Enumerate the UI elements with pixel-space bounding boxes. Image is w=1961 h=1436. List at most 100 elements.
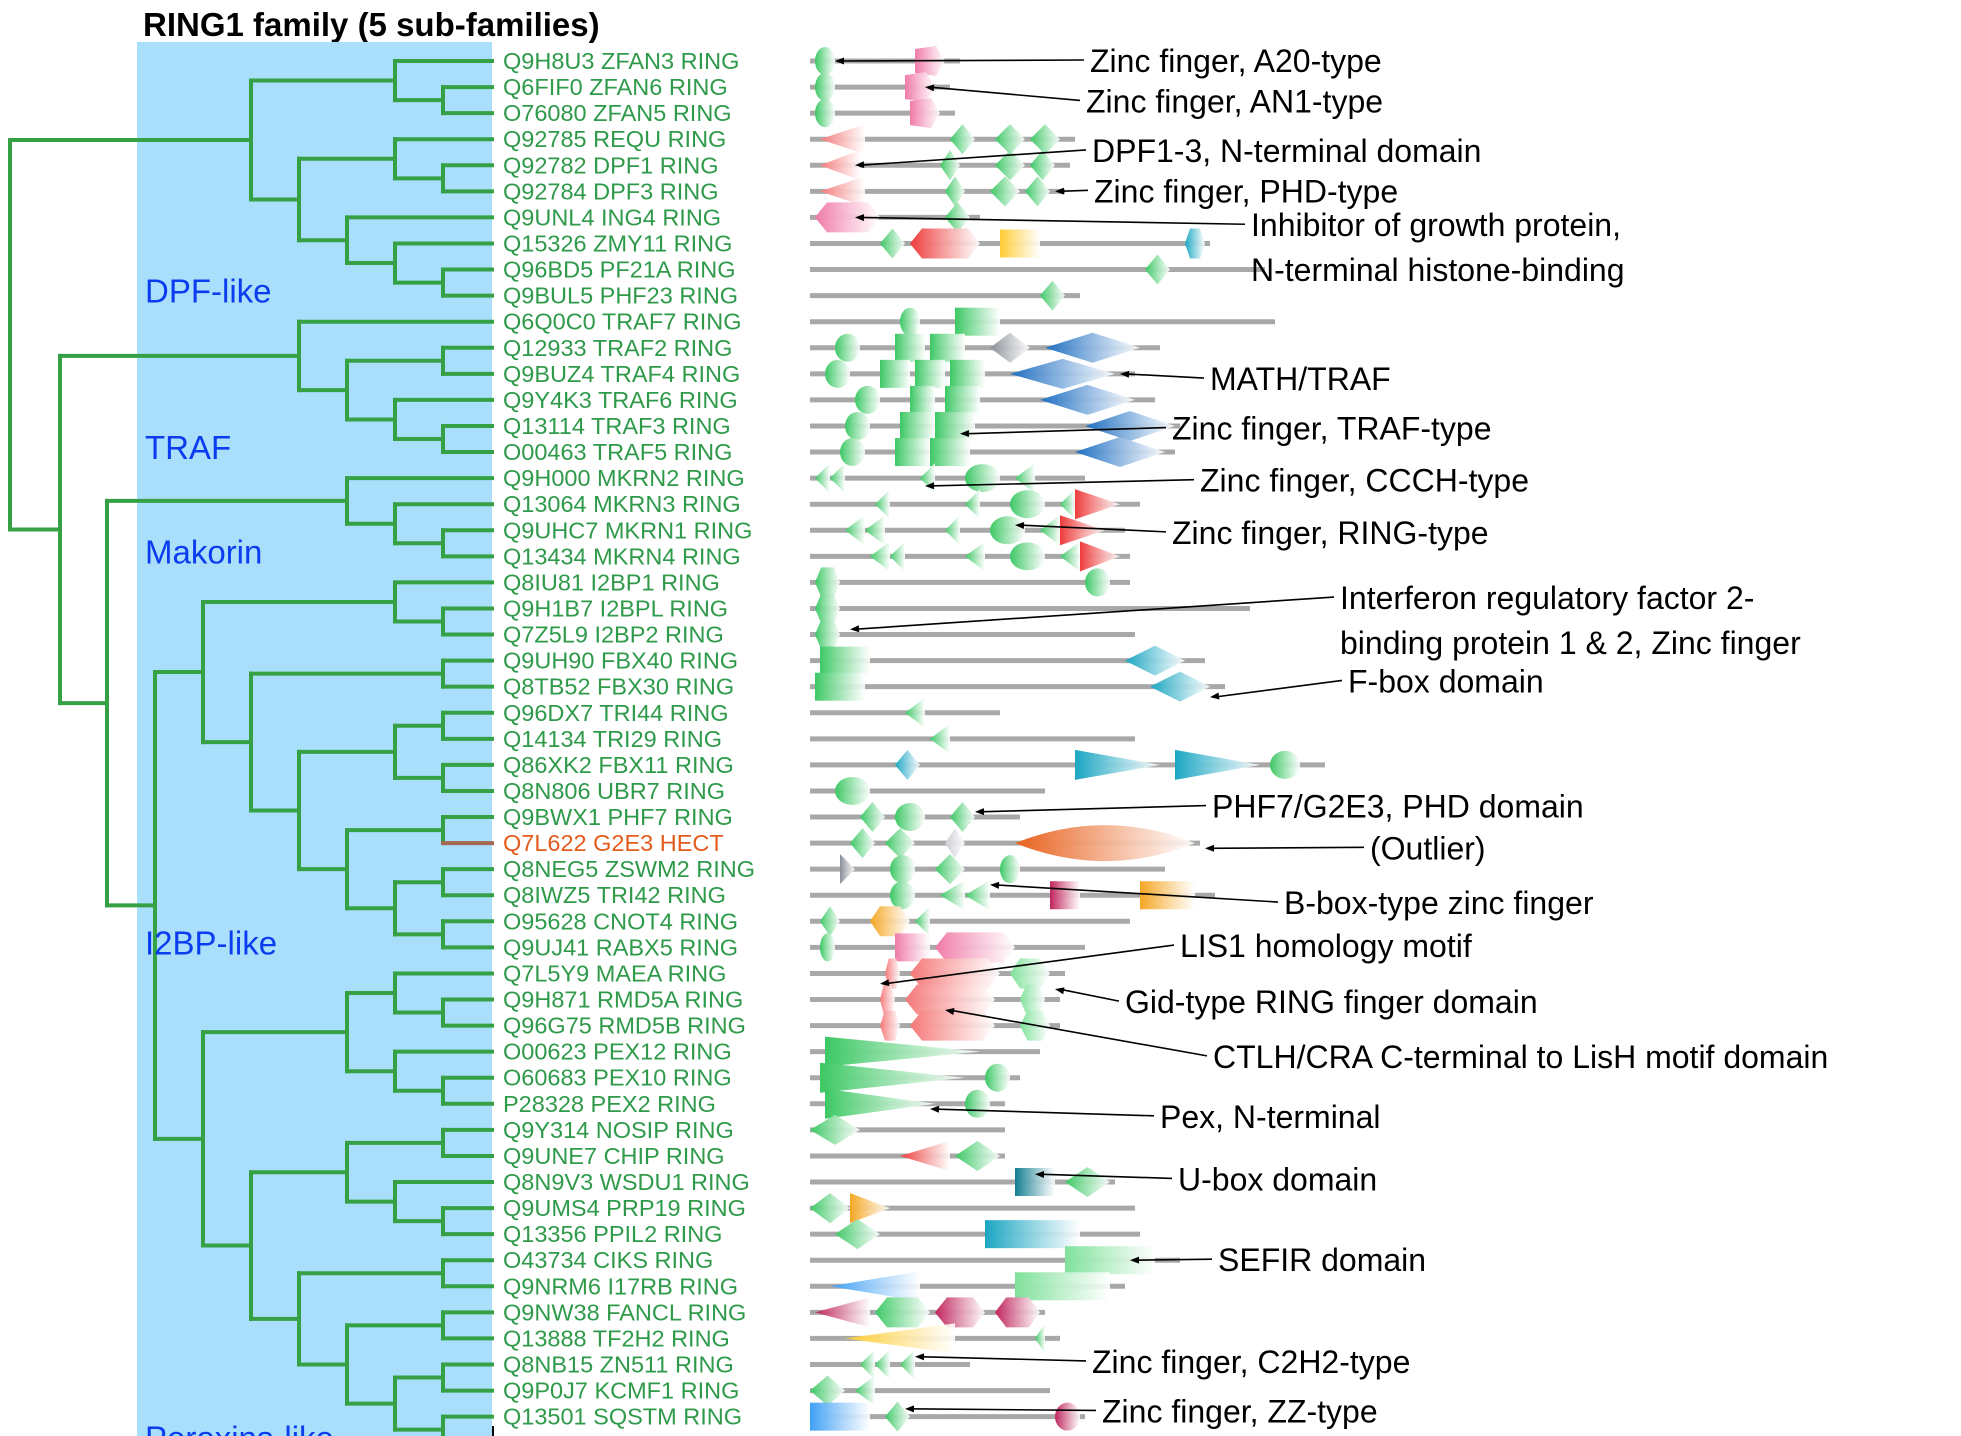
domain-hex [935, 1297, 985, 1328]
domain-dia [945, 176, 965, 207]
leaf-label: Q96G75 RMD5B RING [503, 1013, 746, 1039]
domain-tri-l [830, 463, 845, 494]
leaf-label: Q8NB15 ZN511 RING [503, 1352, 734, 1378]
annotation: Interferon regulatory factor 2- binding p… [850, 580, 1801, 661]
leaf-label: P28328 PEX2 RING [503, 1091, 716, 1117]
domain-rect [950, 359, 985, 388]
annotation-arrow [948, 1009, 1208, 1057]
domain-track [810, 697, 1000, 728]
arrow-head [1119, 370, 1130, 378]
domain-tri-r [850, 1193, 890, 1224]
leaf-label: O76080 ZFAN5 RING [503, 100, 732, 126]
arrow-head [1204, 844, 1215, 852]
annotation-arrow [858, 216, 1246, 226]
leaf-label: Q7Z5L9 I2BP2 RING [503, 622, 724, 648]
annotation-arrow [928, 86, 1081, 102]
annotation: Gid-type RING finger domain [1054, 984, 1538, 1020]
leaf-label: Q9BUL5 PHF23 RING [503, 283, 738, 309]
domain-rect [880, 359, 910, 388]
domain-dia [1125, 645, 1185, 676]
leaf-label: Q9UNL4 ING4 RING [503, 204, 721, 230]
leaf-label: Q92784 DPF3 RING [503, 178, 719, 204]
leaf-label: Q9UH90 FBX40 RING [503, 648, 738, 674]
domain-dia [885, 1401, 910, 1432]
domain-ell [1270, 750, 1300, 779]
domain-tri-r [1075, 489, 1120, 520]
domain-rect [820, 646, 870, 675]
leaf-label: Q9H8U3 ZFAN3 RING [503, 48, 739, 74]
annotation-text: PHF7/G2E3, PHD domain [1212, 789, 1584, 825]
domain-dia [885, 828, 915, 859]
domain-tri-l [940, 880, 965, 911]
leaf-label: O95628 CNOT4 RING [503, 908, 738, 934]
domain-tri-l [905, 697, 925, 728]
subfamily-label: DPF-like [145, 273, 272, 310]
domain-tri-l [1060, 541, 1080, 572]
arrow-head [880, 979, 890, 987]
domain-rect [930, 438, 970, 467]
domain-tri-r [1060, 515, 1105, 546]
domain-hex [815, 567, 840, 598]
domain-track [810, 619, 1135, 650]
domain-tri-l [900, 1349, 915, 1380]
leaf-label: Q9NRM6 I17RB RING [503, 1273, 738, 1299]
domain-tri-l [860, 1349, 875, 1380]
annotation: Zinc finger, C2H2-type [914, 1344, 1410, 1380]
annotation: Pex, N-terminal [930, 1099, 1381, 1135]
annotation-arrow [908, 1408, 1097, 1412]
annotation-text: CTLH/CRA C-terminal to LisH motif domain [1213, 1039, 1828, 1075]
domain-dia [995, 150, 1025, 181]
domain-rect [810, 1402, 870, 1431]
leaf-label: Q9H1B7 I2BPL RING [503, 595, 728, 621]
annotation: U-box domain [1034, 1161, 1377, 1197]
domain-tri-l [820, 150, 860, 181]
annotation: SEFIR domain [1130, 1242, 1426, 1278]
domain-dia [850, 828, 875, 859]
domain-dia [950, 124, 975, 155]
arrow-head [914, 1353, 925, 1361]
annotation-arrow [918, 1355, 1087, 1362]
annotation-text: Zinc finger, A20-type [1090, 43, 1382, 79]
annotation-text: Zinc finger, TRAF-type [1172, 411, 1492, 447]
domain-track [810, 1114, 1005, 1145]
arrow-head [854, 214, 865, 222]
domain-tri-r [825, 1088, 935, 1119]
domain-track [810, 254, 1265, 285]
domain-tri-r [825, 1036, 980, 1067]
arrow-head [1210, 692, 1220, 700]
domain-tri-l [900, 1140, 950, 1171]
annotation-arrow [978, 804, 1207, 813]
domain-track [810, 854, 1165, 885]
domain-ell [815, 73, 835, 102]
leaf-label: Q8TB52 FBX30 RING [503, 674, 734, 700]
domain-dia [945, 828, 965, 859]
leaf-label: Q8IU81 I2BP1 RING [503, 569, 720, 595]
domain-tri-l [855, 1375, 875, 1406]
leaf-label: Q13501 SQSTM RING [503, 1404, 742, 1430]
domain-track [810, 723, 1135, 754]
domain-dia [950, 802, 975, 833]
domain-ell [895, 803, 925, 832]
domain-ell [845, 411, 870, 440]
domain-track [810, 1323, 1060, 1354]
domain-tri-l [875, 1349, 890, 1380]
domain-hex [815, 619, 840, 650]
domain-track [810, 1219, 1140, 1250]
domain-hex [885, 958, 900, 989]
domain-track [810, 1246, 1180, 1275]
arrow-head [924, 84, 935, 92]
arrow-head [975, 808, 985, 816]
domain-track [810, 1140, 1005, 1171]
domain-ell [965, 1089, 990, 1118]
annotation-arrow [928, 478, 1195, 487]
domain-ell [815, 99, 835, 128]
domain-rect [900, 411, 935, 440]
annotation: Zinc finger, TRAF-type [960, 411, 1492, 447]
domain-dia [1045, 332, 1140, 363]
domain-track [810, 228, 1210, 259]
annotation-arrow [858, 149, 1087, 167]
domain-dia [810, 1375, 845, 1406]
arrow-head [960, 430, 970, 438]
annotation-arrow [1208, 846, 1365, 850]
